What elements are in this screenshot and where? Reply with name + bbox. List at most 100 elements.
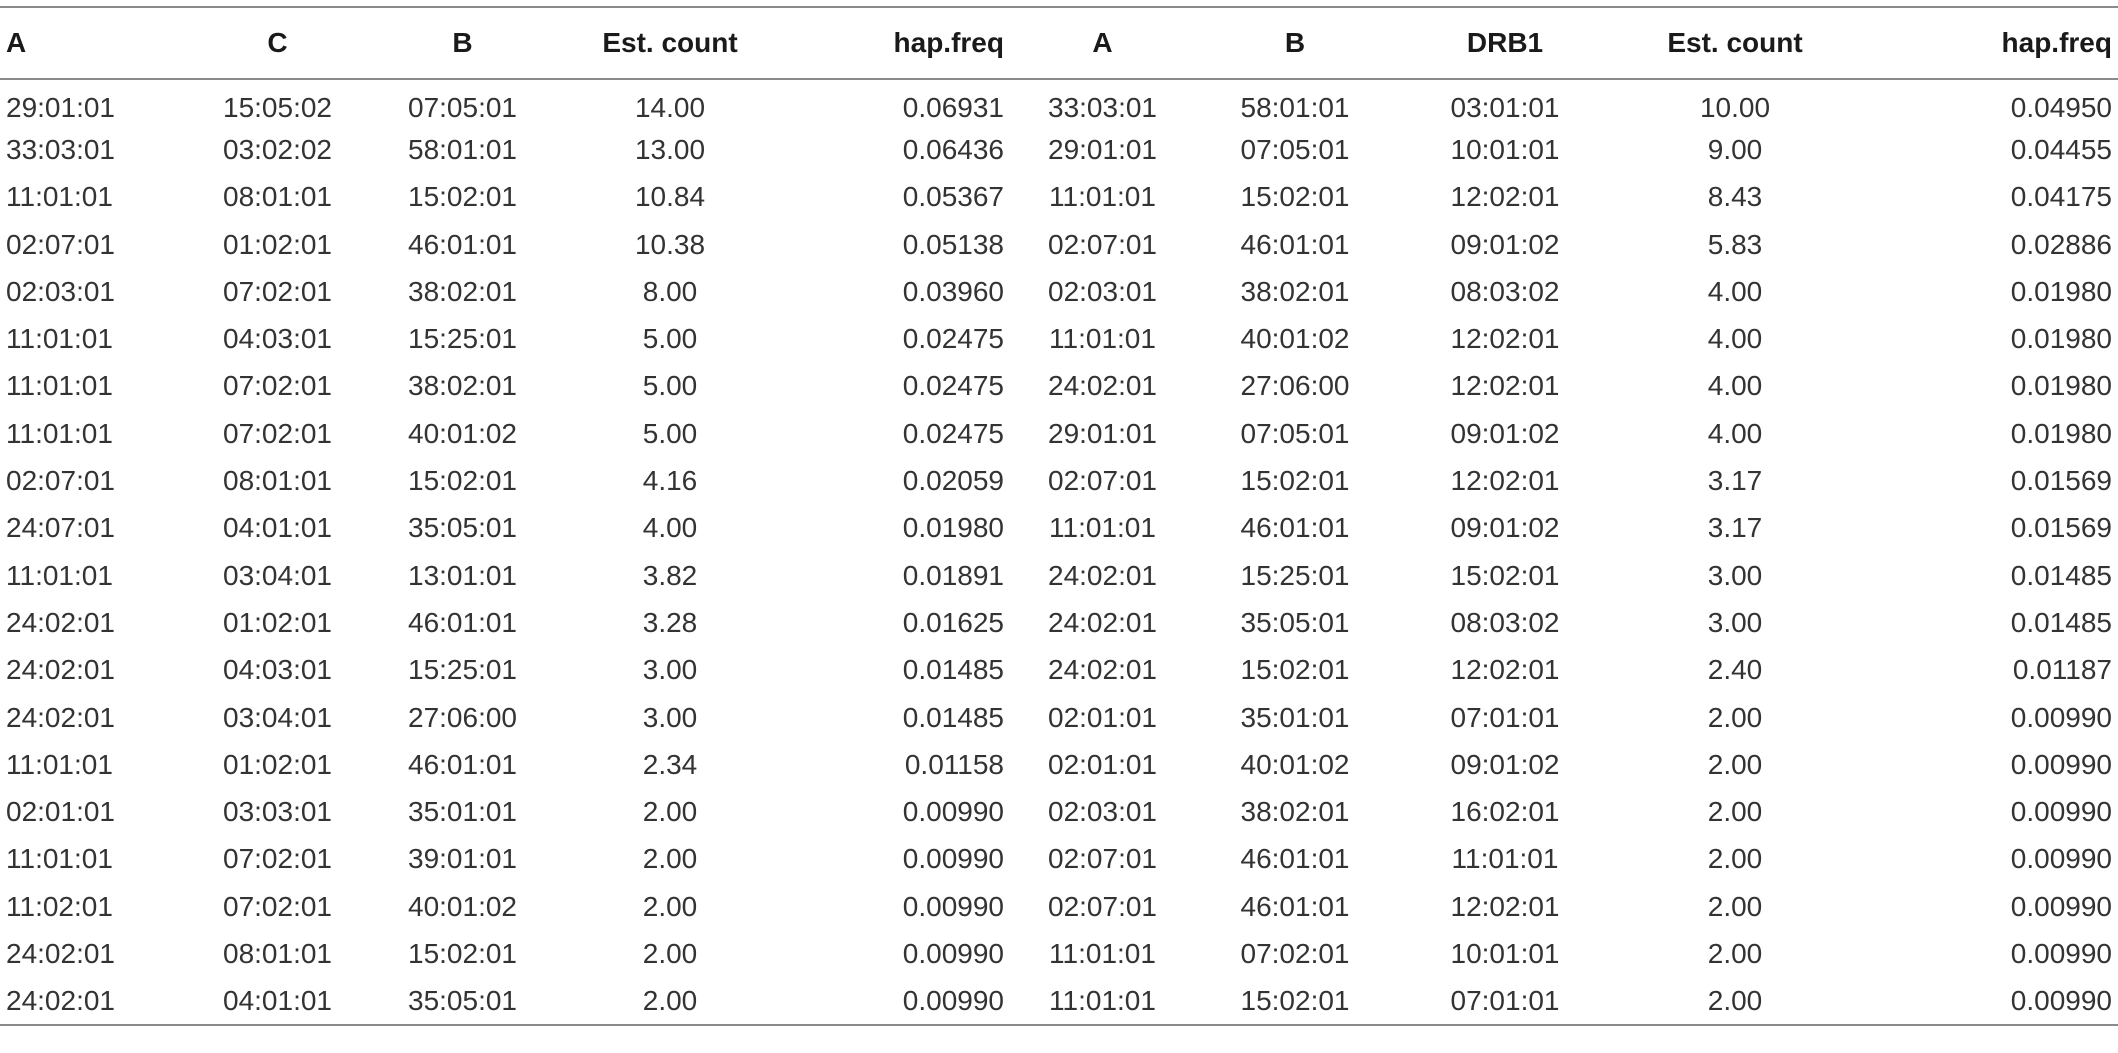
table-cell: 0.01569	[2010, 512, 2112, 544]
table-cell: 46:01:01	[408, 748, 517, 780]
table-cell: 29:01:01	[1048, 133, 1157, 165]
table-cell: 8.00	[642, 275, 698, 307]
table-cell: 38:02:01	[408, 275, 517, 307]
table-cell: 0.01485	[902, 654, 1004, 686]
table-cell: 2.00	[1707, 701, 1763, 733]
table-cell: 11:01:01	[1049, 512, 1156, 544]
table-cell: 4.00	[1707, 323, 1763, 355]
table-cell: 0.02886	[2010, 228, 2112, 260]
table-row: 02:07:01 01:02:01 46:01:01 10.38 0.05138 02:0…	[0, 221, 2118, 268]
table-cell: 40:01:02	[1240, 323, 1350, 355]
table-cell: 35:05:01	[408, 512, 517, 544]
table-cell: 0.04455	[2010, 133, 2112, 165]
table-cell: 46:01:01	[1240, 228, 1350, 260]
table-cell: 33:03:01	[1048, 92, 1157, 124]
table-cell: 10:01:01	[1450, 133, 1560, 165]
table-cell: 2.00	[1707, 890, 1763, 922]
table-cell: 3.17	[1707, 465, 1763, 497]
table-cell: 15:02:01	[1450, 559, 1560, 591]
table-cell: 3.17	[1707, 512, 1763, 544]
table-row: 11:01:01 07:02:01 38:02:01 5.00 0.02475 24:02…	[0, 363, 2118, 410]
table-cell: 3.28	[642, 606, 698, 638]
table-cell: 38:02:01	[1240, 275, 1350, 307]
table-cell: 13:01:01	[408, 559, 517, 591]
table-cell: 0.00990	[2010, 890, 2112, 922]
table-cell: 12:02:01	[1450, 323, 1560, 355]
table-cell: 13.00	[634, 133, 706, 165]
table-cell: 33:03:01	[6, 133, 115, 165]
table-cell: 09:01:02	[1450, 512, 1560, 544]
table-cell: 0.01980	[2010, 417, 2112, 449]
table-row: 24:02:01 04:01:01 35:05:01 2.00 0.00990 11:01…	[0, 978, 2118, 1025]
header-est-count-1: Est. count	[602, 27, 738, 58]
table-cell: 10.84	[634, 181, 706, 213]
table-cell: 04:01:01	[223, 984, 332, 1016]
table-cell: 11:01:01	[6, 323, 113, 355]
table-row: 02:07:01 08:01:01 15:02:01 4.16 0.02059 02:07…	[0, 457, 2118, 504]
table-cell: 0.00990	[902, 937, 1004, 969]
table-cell: 02:07:01	[1048, 465, 1157, 497]
table-cell: 07:02:01	[223, 370, 332, 402]
table-cell: 15:02:01	[408, 937, 517, 969]
table-cell: 9.00	[1707, 133, 1763, 165]
table-cell: 07:02:01	[223, 890, 332, 922]
table-cell: 07:05:01	[1240, 417, 1350, 449]
table-cell: 0.02059	[902, 465, 1004, 497]
table-cell: 24:02:01	[1048, 370, 1157, 402]
table-cell: 2.00	[1707, 937, 1763, 969]
table-cell: 0.05138	[902, 228, 1004, 260]
table-cell: 2.00	[1707, 796, 1763, 828]
table-cell: 15:02:01	[408, 181, 517, 213]
table-cell: 4.00	[1707, 370, 1763, 402]
table-cell: 08:01:01	[223, 465, 332, 497]
table-cell: 0.00990	[902, 843, 1004, 875]
table-cell: 24:02:01	[1048, 606, 1157, 638]
table-cell: 04:01:01	[223, 512, 332, 544]
header-row: A C B Est. count hap.freq A B DRB1 Est. count hap…	[0, 7, 2118, 79]
table-row: 11:01:01 07:02:01 40:01:02 5.00 0.02475 29:01…	[0, 410, 2118, 457]
table-cell: 02:07:01	[6, 465, 115, 497]
table-cell: 08:01:01	[223, 181, 332, 213]
table-header: A C B Est. count hap.freq A B DRB1 Est. count hap…	[0, 7, 2118, 79]
table-cell: 09:01:02	[1450, 228, 1560, 260]
header-drb1: DRB1	[1466, 27, 1544, 58]
header-hap-freq-2: hap.freq	[2001, 27, 2112, 58]
table-cell: 02:03:01	[6, 275, 115, 307]
table-cell: 2.00	[1707, 843, 1763, 875]
table-cell: 2.00	[1707, 748, 1763, 780]
table-cell: 15:25:01	[1240, 559, 1350, 591]
table-cell: 12:02:01	[1450, 654, 1560, 686]
table-cell: 07:02:01	[223, 275, 332, 307]
table-cell: 46:01:01	[1240, 512, 1350, 544]
table-cell: 02:01:01	[1048, 748, 1157, 780]
table-cell: 11:01:01	[6, 559, 113, 591]
table-cell: 0.04950	[2010, 92, 2112, 124]
table-cell: 0.01569	[2010, 465, 2112, 497]
table-cell: 01:02:01	[223, 748, 332, 780]
table-cell: 3.00	[1707, 559, 1763, 591]
table-cell: 11:01:01	[6, 843, 113, 875]
table-cell: 07:05:01	[408, 92, 517, 124]
table-cell: 0.05367	[902, 181, 1004, 213]
table-cell: 24:02:01	[6, 654, 115, 686]
table-cell: 07:02:01	[223, 843, 332, 875]
table-cell: 58:01:01	[408, 133, 517, 165]
table-row: 11:01:01 01:02:01 46:01:01 2.34 0.01158 02:01…	[0, 741, 2118, 788]
table-cell: 0.00990	[2010, 937, 2112, 969]
table-cell: 12:02:01	[1450, 370, 1560, 402]
table-cell: 5.83	[1707, 228, 1763, 260]
table-cell: 03:03:01	[223, 796, 332, 828]
table-cell: 0.00990	[2010, 748, 2112, 780]
table-cell: 24:02:01	[1048, 559, 1157, 591]
table-cell: 3.00	[642, 701, 698, 733]
table-cell: 11:01:01	[6, 417, 113, 449]
table-cell: 10:01:01	[1450, 937, 1560, 969]
table-cell: 0.00990	[2010, 984, 2112, 1016]
table-cell: 10.38	[634, 228, 706, 260]
table-cell: 11:01:01	[1451, 843, 1559, 875]
table-cell: 5.00	[642, 323, 698, 355]
table-cell: 24:02:01	[6, 984, 115, 1016]
header-hap-freq-1: hap.freq	[893, 27, 1004, 58]
table-cell: 24:02:01	[6, 606, 115, 638]
table-cell: 2.34	[642, 748, 698, 780]
